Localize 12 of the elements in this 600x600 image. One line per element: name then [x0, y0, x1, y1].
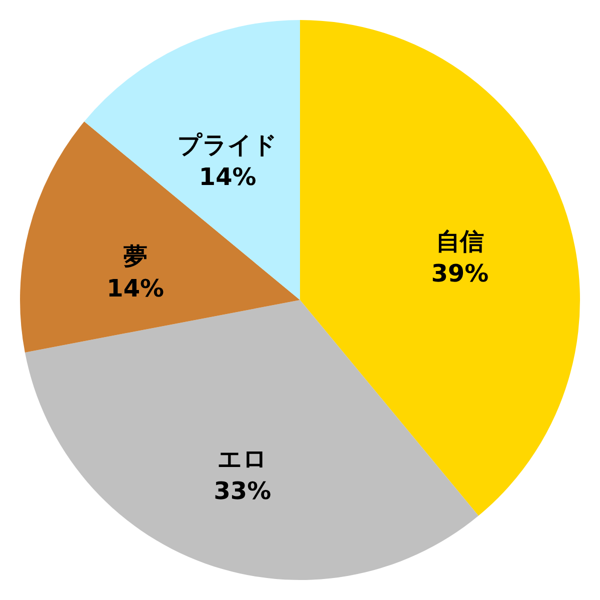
data-label: 14% [198, 163, 256, 192]
pie-slice [300, 20, 580, 516]
data-label: 33% [214, 476, 272, 505]
pie-slice [84, 20, 300, 300]
pie-slice [24, 300, 478, 580]
data-label: 39% [431, 259, 489, 288]
slice-label: エロ [217, 444, 268, 473]
data-label: 14% [106, 274, 164, 303]
pie-slice [20, 122, 300, 352]
slice-label: 夢 [123, 242, 148, 271]
slice-label: 自信 [436, 227, 484, 256]
slice-label: プライド [178, 131, 278, 160]
